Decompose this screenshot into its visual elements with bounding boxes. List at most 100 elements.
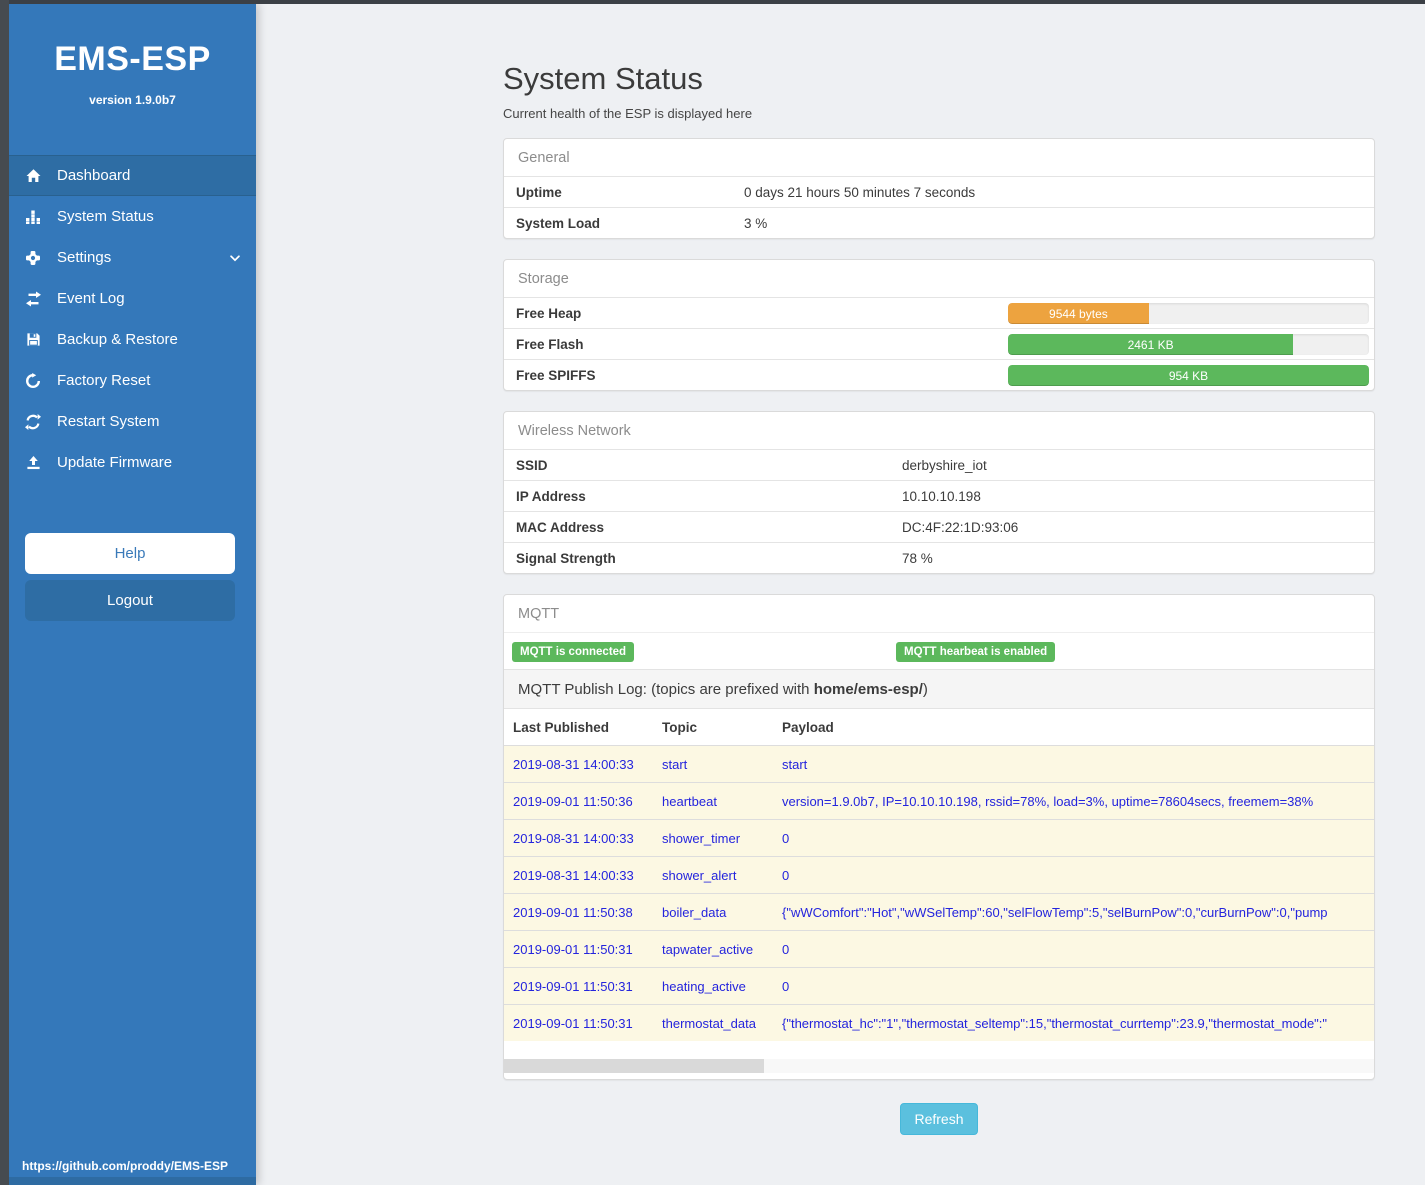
horizontal-scrollbar xyxy=(504,1059,1374,1073)
sidebar-item-label: Settings xyxy=(57,249,112,266)
log-payload: start xyxy=(782,756,808,772)
sidebar-item-label: Backup & Restore xyxy=(57,331,178,348)
undo-icon xyxy=(23,372,43,389)
table-row: Uptime 0 days 21 hours 50 minutes 7 seco… xyxy=(504,176,1374,207)
horizontal-scrollbar-thumb[interactable] xyxy=(504,1059,764,1073)
gear-icon xyxy=(23,250,43,266)
publish-log-topic-prefix: home/ems-esp/ xyxy=(813,680,923,698)
mqtt-panel-header: MQTT xyxy=(518,605,560,622)
sidebar-item-restart-system[interactable]: Restart System xyxy=(9,401,256,442)
table-row: System Load 3 % xyxy=(504,207,1374,238)
log-time: 2019-08-31 14:00:33 xyxy=(513,867,634,883)
log-topic: heating_active xyxy=(662,978,746,994)
sidebar-item-label: Update Firmware xyxy=(57,454,173,471)
table-row: 2019-09-01 11:50:38 boiler_data {"wWComf… xyxy=(504,893,1374,930)
free-flash-label: Free Flash xyxy=(516,336,584,352)
app-version: version 1.9.0b7 xyxy=(89,93,176,107)
refresh-button[interactable]: Refresh xyxy=(900,1103,978,1135)
bar-chart-icon xyxy=(23,209,43,225)
uptime-value: 0 days 21 hours 50 minutes 7 seconds xyxy=(744,184,976,200)
sidebar-item-system-status[interactable]: System Status xyxy=(9,196,256,237)
table-row: MAC Address DC:4F:22:1D:93:06 xyxy=(504,511,1374,542)
sidebar-item-event-log[interactable]: Event Log xyxy=(9,278,256,319)
log-table-header: Last Published Topic Payload xyxy=(504,709,1374,745)
uptime-label: Uptime xyxy=(516,184,562,200)
chevron-down-icon xyxy=(228,251,242,265)
main-content: System Status Current health of the ESP … xyxy=(503,4,1375,1135)
window-top-edge xyxy=(0,0,1425,4)
mac-address-value: DC:4F:22:1D:93:06 xyxy=(902,519,1019,535)
ip-address-label: IP Address xyxy=(516,488,586,504)
log-spacer xyxy=(504,1041,1374,1059)
brand: EMS-ESP version 1.9.0b7 xyxy=(9,4,256,107)
home-icon xyxy=(23,168,43,184)
free-spiffs-progress-track: 954 KB xyxy=(1008,365,1369,386)
ssid-value: derbyshire_iot xyxy=(902,457,987,473)
sidebar-menu: Dashboard System Status xyxy=(9,155,256,483)
mac-address-label: MAC Address xyxy=(516,519,605,535)
publish-log-suffix: ) xyxy=(922,680,928,698)
column-last-published: Last Published xyxy=(513,719,610,735)
sidebar: EMS-ESP version 1.9.0b7 Dashboard System… xyxy=(9,4,256,1185)
wireless-panel: Wireless Network SSID derbyshire_iot IP … xyxy=(503,411,1375,574)
log-payload: 0 xyxy=(782,978,790,994)
log-time: 2019-09-01 11:50:31 xyxy=(513,1015,633,1031)
mqtt-connected-badge: MQTT is connected xyxy=(512,642,635,662)
log-topic: thermostat_data xyxy=(662,1015,756,1031)
refresh-icon xyxy=(23,413,43,430)
log-payload: version=1.9.0b7, IP=10.10.10.198, rssid=… xyxy=(782,793,1314,809)
log-time: 2019-09-01 11:50:31 xyxy=(513,978,633,994)
log-payload: {"thermostat_hc":"1","thermostat_seltemp… xyxy=(782,1015,1328,1031)
log-topic: shower_alert xyxy=(662,867,737,883)
publish-log-prefix: MQTT Publish Log: (topics are prefixed w… xyxy=(518,680,814,698)
general-panel-header: General xyxy=(518,149,570,166)
table-row: Free Heap 9544 bytes xyxy=(504,297,1374,328)
page-subtitle: Current health of the ESP is displayed h… xyxy=(503,106,753,121)
table-row: 2019-09-01 11:50:31 tapwater_active 0 xyxy=(504,930,1374,967)
log-topic: boiler_data xyxy=(662,904,727,920)
log-topic: start xyxy=(662,756,688,772)
sidebar-item-label: System Status xyxy=(57,208,154,225)
log-time: 2019-08-31 14:00:33 xyxy=(513,756,634,772)
signal-strength-label: Signal Strength xyxy=(516,550,616,566)
help-button[interactable]: Help xyxy=(25,533,235,574)
free-spiffs-label: Free SPIFFS xyxy=(516,367,596,383)
system-load-label: System Load xyxy=(516,215,601,231)
sidebar-item-label: Event Log xyxy=(57,290,125,307)
free-heap-progress-track: 9544 bytes xyxy=(1008,303,1369,324)
general-panel: General Uptime 0 days 21 hours 50 minute… xyxy=(503,138,1375,239)
table-row: 2019-09-01 11:50:31 heating_active 0 xyxy=(504,967,1374,1004)
github-link[interactable]: https://github.com/proddy/EMS-ESP xyxy=(22,1159,228,1173)
sidebar-item-dashboard[interactable]: Dashboard xyxy=(9,155,256,196)
table-row: Free SPIFFS 954 KB xyxy=(504,359,1374,390)
signal-strength-value: 78 % xyxy=(902,550,933,566)
exchange-icon xyxy=(23,291,43,307)
log-time: 2019-09-01 11:50:36 xyxy=(513,793,633,809)
table-row: SSID derbyshire_iot xyxy=(504,449,1374,480)
storage-panel-header: Storage xyxy=(518,270,569,287)
ssid-label: SSID xyxy=(516,457,548,473)
column-topic: Topic xyxy=(662,719,697,735)
storage-panel: Storage Free Heap 9544 bytes Free Flash … xyxy=(503,259,1375,391)
column-payload: Payload xyxy=(782,719,834,735)
sidebar-item-label: Restart System xyxy=(57,413,160,430)
logout-button[interactable]: Logout xyxy=(25,580,235,621)
mqtt-badge-row: MQTT is connected MQTT hearbeat is enabl… xyxy=(504,632,1374,669)
free-flash-progress-bar: 2461 KB xyxy=(1008,334,1294,355)
sidebar-item-update-firmware[interactable]: Update Firmware xyxy=(9,442,256,483)
mqtt-panel: MQTT MQTT is connected MQTT hearbeat is … xyxy=(503,594,1375,1080)
table-row: Signal Strength 78 % xyxy=(504,542,1374,573)
sidebar-bottom-strip xyxy=(9,1177,256,1185)
sidebar-item-factory-reset[interactable]: Factory Reset xyxy=(9,360,256,401)
sidebar-item-backup-restore[interactable]: Backup & Restore xyxy=(9,319,256,360)
wireless-panel-header: Wireless Network xyxy=(518,422,631,439)
sidebar-item-label: Factory Reset xyxy=(57,372,151,389)
ip-address-value: 10.10.10.198 xyxy=(902,488,981,504)
sidebar-item-settings[interactable]: Settings xyxy=(9,237,256,278)
log-payload: 0 xyxy=(782,941,790,957)
free-heap-label: Free Heap xyxy=(516,305,582,321)
table-row: 2019-09-01 11:50:36 heartbeat version=1.… xyxy=(504,782,1374,819)
table-row: Free Flash 2461 KB xyxy=(504,328,1374,359)
table-row: 2019-08-31 14:00:33 start start xyxy=(504,745,1374,782)
table-row: 2019-09-01 11:50:31 thermostat_data {"th… xyxy=(504,1004,1374,1041)
